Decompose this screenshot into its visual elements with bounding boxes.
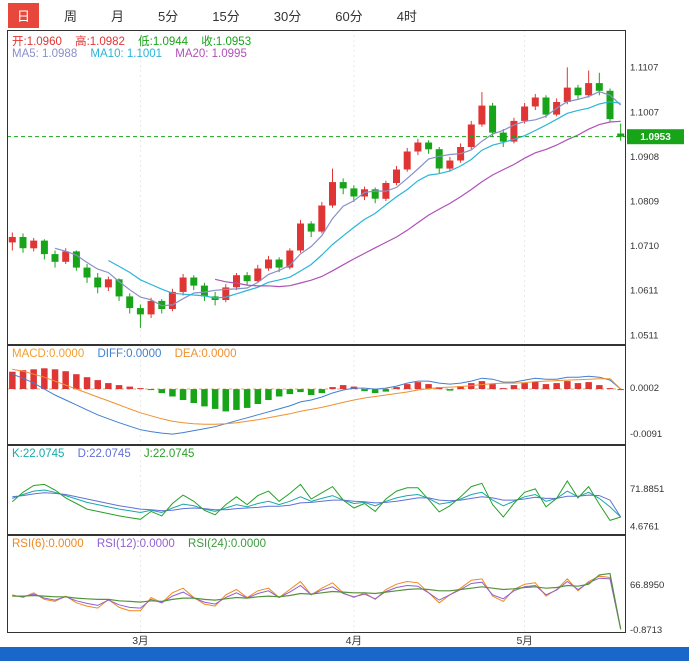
k-value: K:22.0745 — [12, 448, 65, 460]
close-value: 收:1.0953 — [201, 36, 252, 48]
current-price-line: 1.0953 — [7, 129, 684, 145]
ma-readout: MA5: 1.0988 MA10: 1.1001 MA20: 1.0995 — [12, 48, 257, 60]
rsi-panel: 66.8950 -0.8713 — [12, 572, 664, 636]
diff-value: DIFF:0.0000 — [97, 348, 162, 360]
rsi12-value: RSI(12):0.0000 — [96, 538, 175, 550]
time-axis-labels: 3月 4月 5月 — [132, 635, 533, 647]
svg-text:1.0809: 1.0809 — [630, 196, 659, 207]
ma20-value: MA20: 1.0995 — [175, 48, 247, 60]
period-toolbar: 日 周 月 5分 15分 30分 60分 4时 — [0, 0, 689, 30]
kdj-readout: K:22.0745 D:22.0745 J:22.0745 — [12, 448, 204, 460]
macd-readout: MACD:0.0000 DIFF:0.0000 DEA:0.0000 — [12, 348, 247, 360]
svg-text:71.8851: 71.8851 — [630, 484, 664, 495]
tab-day[interactable]: 日 — [8, 2, 40, 28]
high-value: 高:1.0982 — [75, 36, 125, 48]
rsi-readout: RSI(6):0.0000 RSI(12):0.0000 RSI(24):0.0… — [12, 538, 276, 550]
price-axis-labels: 1.1107 1.1007 1.0908 1.0809 1.0710 1.0611 1.05… — [630, 62, 659, 341]
rsi6-value: RSI(6):0.0000 — [12, 538, 84, 550]
svg-text:1.0511: 1.0511 — [630, 331, 658, 342]
rsi24-value: RSI(24):0.0000 — [188, 538, 267, 550]
svg-text:1.0611: 1.0611 — [630, 286, 658, 297]
tab-15min[interactable]: 15分 — [212, 8, 240, 24]
low-value: 低:1.0944 — [138, 36, 189, 48]
svg-text:1.1107: 1.1107 — [630, 62, 658, 73]
chart-canvas: 1.0953 1.1107 1.1007 1.0908 1.0809 1.0710 1.06… — [7, 30, 684, 647]
bottom-scroll-bar[interactable] — [0, 647, 689, 661]
kdj-panel: 71.8851 4.6761 — [11, 480, 664, 533]
j-value: J:22.0745 — [143, 448, 195, 460]
candlestick-series — [8, 67, 625, 328]
svg-text:1.0953: 1.0953 — [640, 132, 671, 143]
tab-4hour[interactable]: 4时 — [396, 8, 417, 24]
svg-text:1.0908: 1.0908 — [630, 152, 659, 163]
svg-text:-0.0091: -0.0091 — [630, 429, 662, 440]
tab-30min[interactable]: 30分 — [273, 8, 302, 24]
ma5-value: MA5: 1.0988 — [12, 48, 78, 60]
month-gridlines — [139, 30, 526, 633]
ma10-value: MA10: 1.1001 — [90, 48, 163, 60]
svg-text:5月: 5月 — [516, 635, 532, 647]
macd-panel: 0.0002 -0.0091 — [7, 368, 662, 440]
tab-week[interactable]: 周 — [64, 8, 78, 24]
tab-5min[interactable]: 5分 — [158, 8, 179, 24]
svg-text:-0.8713: -0.8713 — [630, 625, 662, 636]
panel-borders — [7, 30, 626, 633]
svg-text:1.0710: 1.0710 — [630, 241, 659, 252]
tab-month[interactable]: 月 — [111, 8, 125, 24]
svg-text:4月: 4月 — [346, 635, 362, 647]
svg-text:1.1007: 1.1007 — [630, 107, 659, 118]
tab-60min[interactable]: 60分 — [335, 8, 363, 24]
svg-text:3月: 3月 — [132, 635, 148, 647]
ma-lines — [54, 91, 622, 307]
ohlc-readout: 开:1.0960 高:1.0982 低:1.0944 收:1.0953 — [12, 33, 261, 49]
svg-text:66.8950: 66.8950 — [630, 580, 664, 591]
macd-value: MACD:0.0000 — [12, 348, 85, 360]
svg-text:4.6761: 4.6761 — [630, 522, 659, 533]
open-value: 开:1.0960 — [12, 36, 62, 48]
d-value: D:22.0745 — [77, 448, 131, 460]
svg-text:0.0002: 0.0002 — [630, 383, 659, 394]
dea-value: DEA:0.0000 — [174, 348, 237, 360]
